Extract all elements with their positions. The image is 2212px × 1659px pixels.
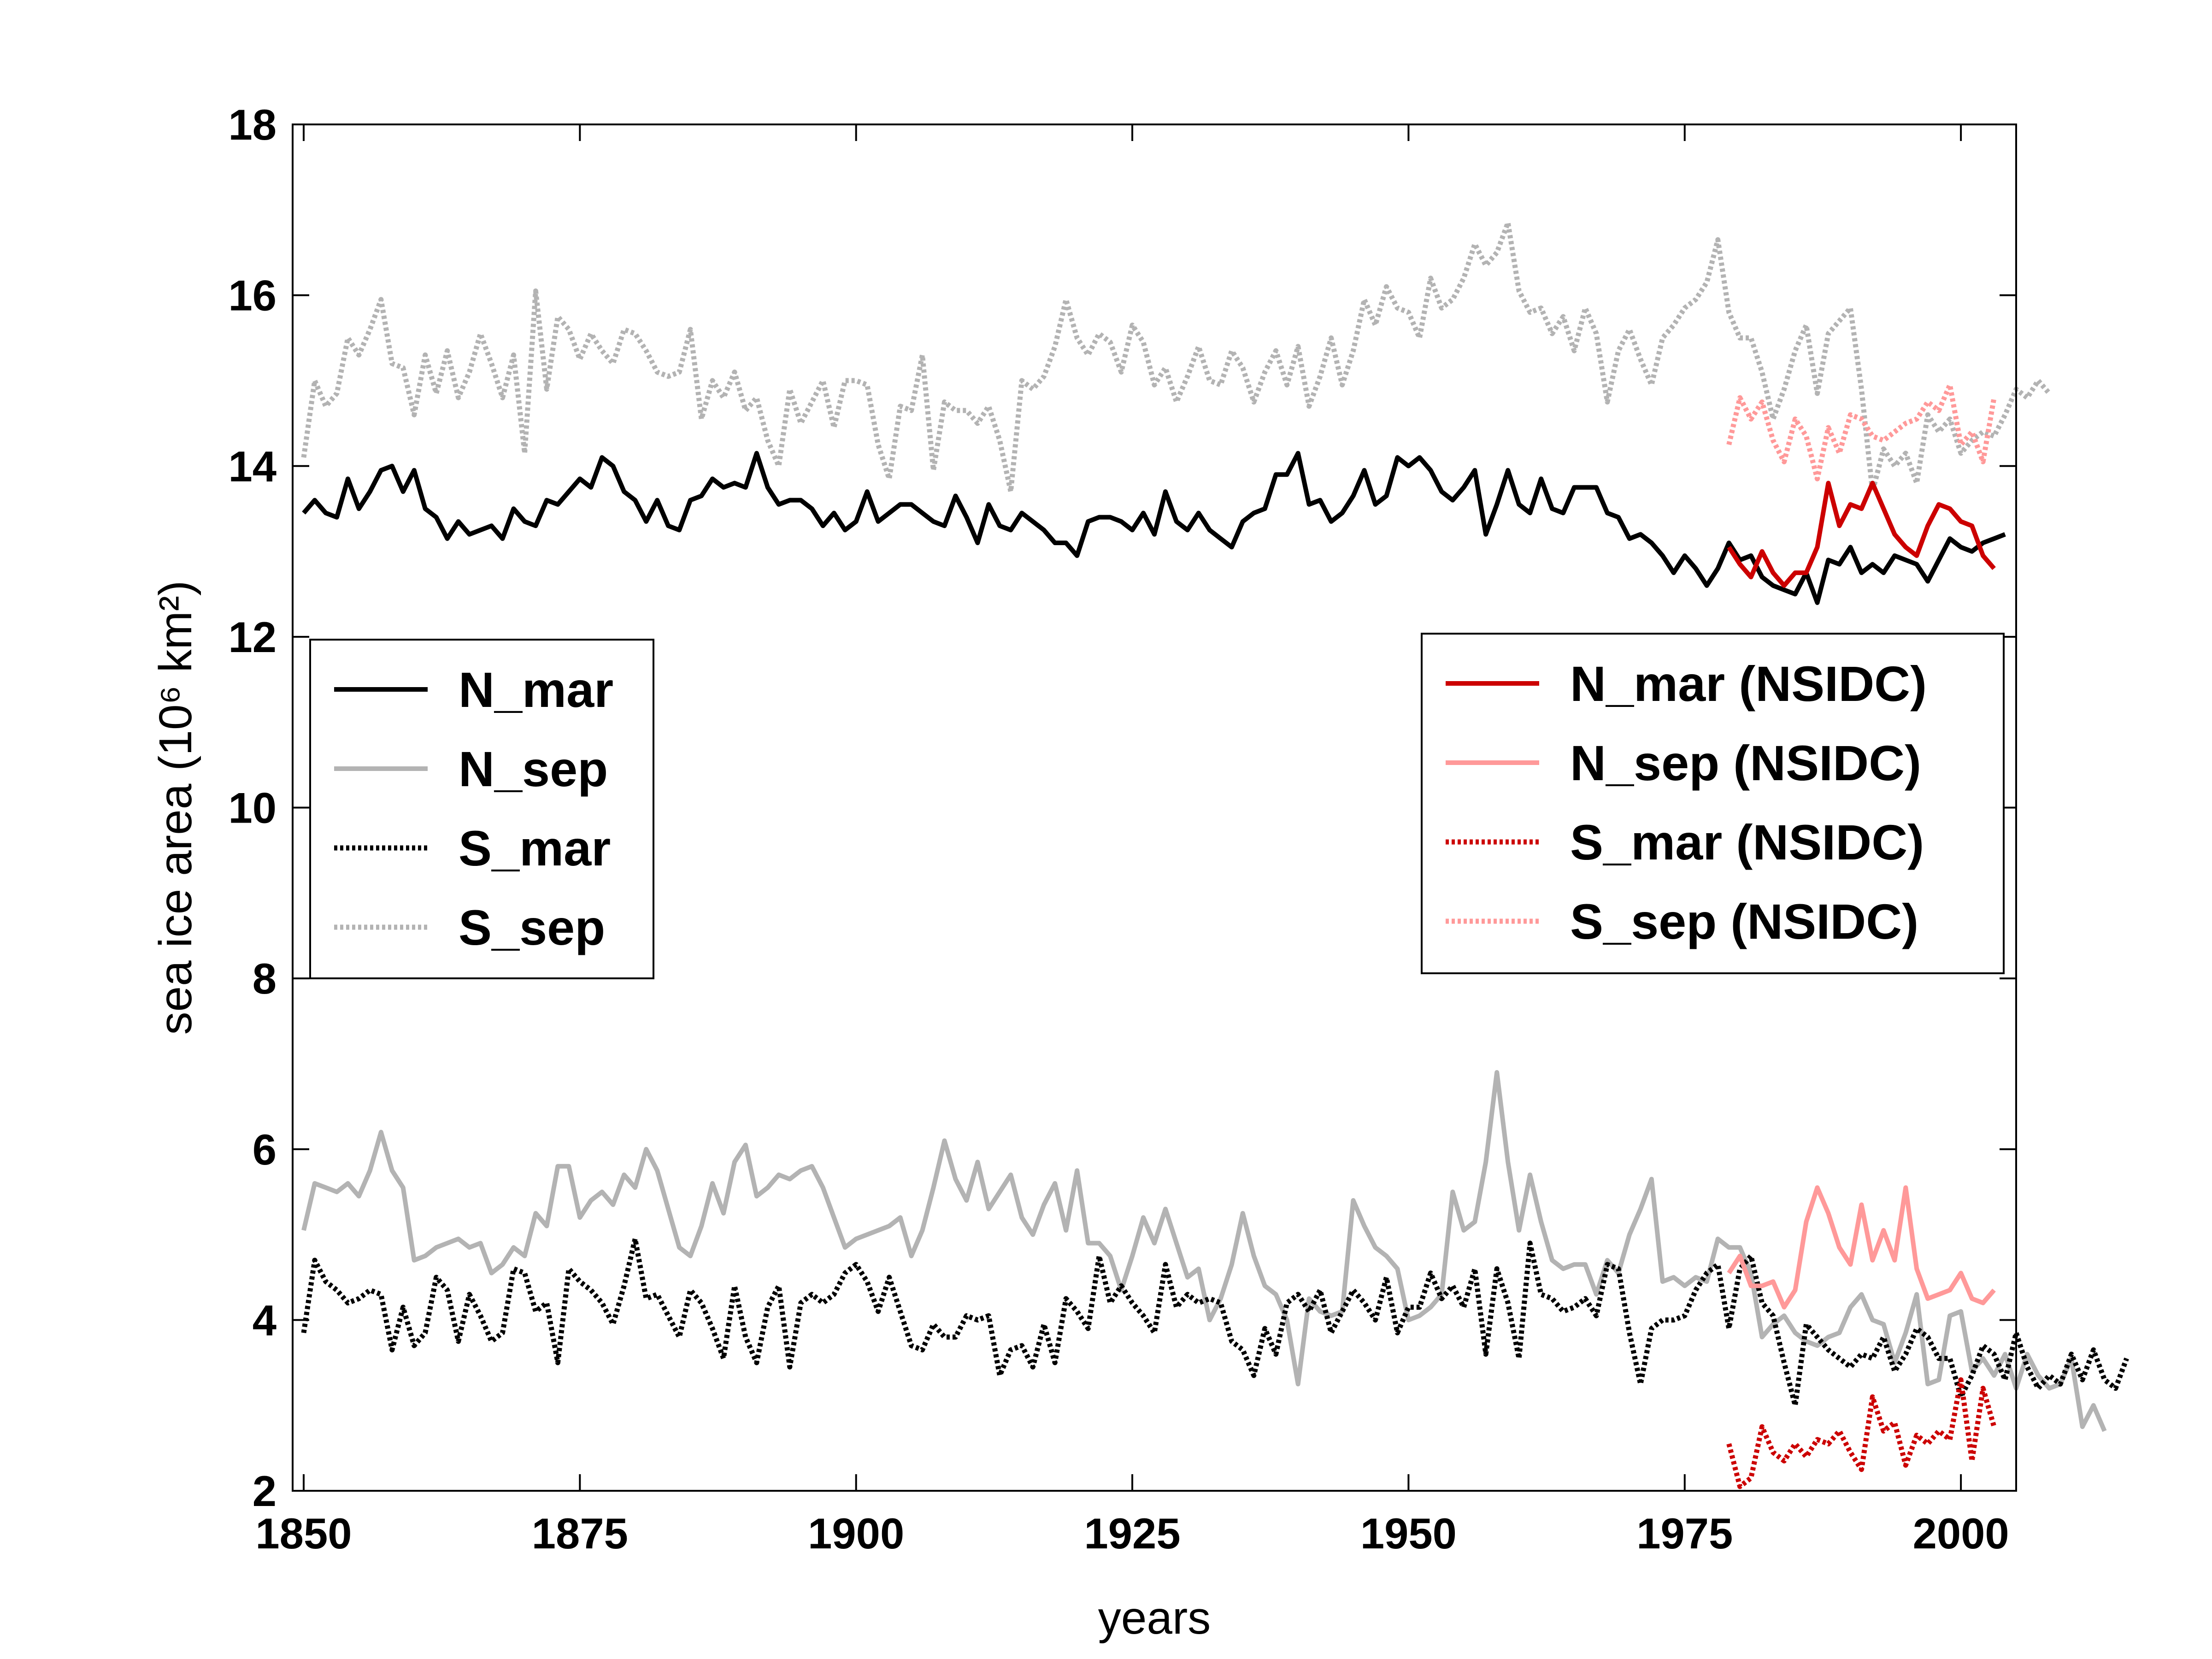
legend-layer: N_mar N_sep S_mar S_sep N_mar (NSIDC) N_sep (… (309, 633, 2005, 979)
legend-box (309, 639, 654, 979)
y-tick-label: 8 (253, 954, 276, 1003)
x-tick-label: 1875 (532, 1509, 628, 1558)
y-tick-label: 16 (228, 271, 276, 320)
y-tick-label: 10 (228, 784, 276, 832)
series-s-sep-nsidc (1726, 382, 1997, 482)
x-tick-label: 1850 (255, 1509, 352, 1558)
legend-right: N_mar (NSIDC) N_sep (NSIDC) S_mar (NSIDC) S… (1421, 633, 2005, 974)
x-tick-label: 2000 (1913, 1509, 2009, 1558)
y-tick-label: 6 (253, 1125, 276, 1174)
legend-label: N_mar (459, 662, 613, 718)
legend-box (1421, 633, 2005, 974)
series-n-mar (302, 451, 2006, 605)
legend-label: N_mar (NSIDC) (1570, 656, 1927, 712)
x-tick-label: 1925 (1084, 1509, 1180, 1558)
y-tick-label: 2 (253, 1467, 276, 1515)
x-tick-label: 1900 (808, 1509, 904, 1558)
x-axis-label: years (1098, 1592, 1211, 1644)
x-tick-label: 1975 (1636, 1509, 1733, 1558)
legend-label: S_sep (NSIDC) (1570, 894, 1918, 949)
series-n-sep (301, 1070, 2107, 1432)
legend-label: N_sep (NSIDC) (1570, 735, 1921, 791)
legend-label: S_sep (459, 900, 605, 955)
legend-label: N_sep (459, 741, 608, 797)
x-tick-label: 1950 (1360, 1509, 1457, 1558)
y-tick-label: 18 (228, 100, 276, 149)
series-layer (301, 220, 2129, 1489)
series-n-sep-nsidc (1727, 1185, 1996, 1310)
legend-left: N_mar N_sep S_mar S_sep (309, 639, 654, 979)
y-tick-label: 4 (253, 1296, 276, 1344)
y-axis-label: sea ice area (10⁶ km²) (150, 581, 201, 1035)
series-s-mar-nsidc (1726, 1377, 1997, 1489)
series-n-mar-nsidc (1727, 481, 1996, 588)
y-tick-label: 14 (228, 442, 276, 490)
ticks-layer: 1850 1875 1900 1925 1950 1975 2000 2 4 6 8 10 12 14 16… (228, 100, 2016, 1558)
y-tick-label: 12 (228, 613, 276, 661)
legend-label: S_mar (459, 820, 611, 876)
legend-label: S_mar (NSIDC) (1570, 814, 1924, 870)
